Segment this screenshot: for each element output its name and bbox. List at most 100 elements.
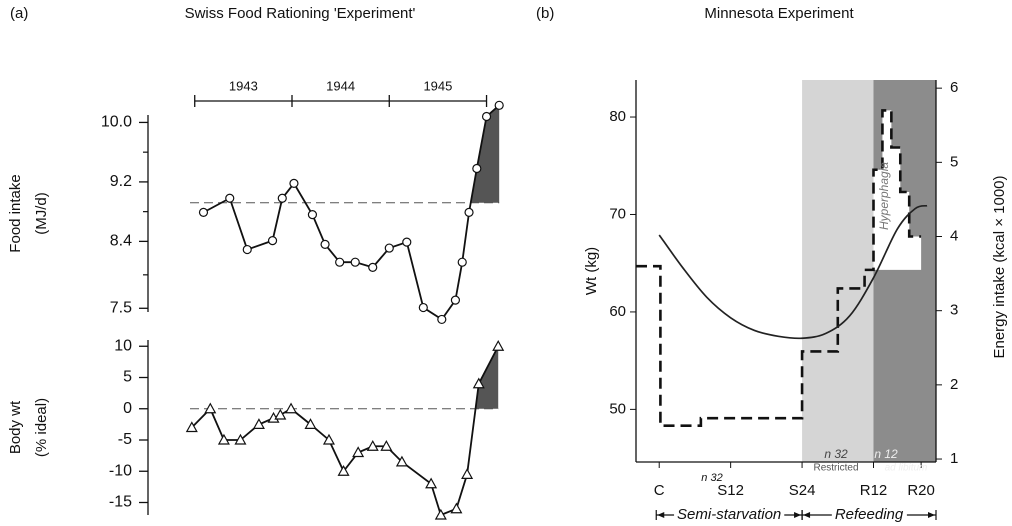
data-point <box>234 433 247 445</box>
data-point <box>217 433 230 445</box>
chart-title: Swiss Food Rationing 'Experiment' <box>185 5 416 22</box>
panel-label: (a) <box>10 5 28 22</box>
y2-tick-label: 1 <box>950 450 958 467</box>
data-point <box>425 477 438 489</box>
annotations: n 32 n 32 Restricted n 12 ad libitum Hyp… <box>701 162 927 484</box>
data-point <box>337 465 350 476</box>
phase-label: Refeeding <box>835 506 904 523</box>
data-point <box>464 207 474 217</box>
x-tick-label: C <box>654 482 665 499</box>
annotation: n 32 <box>824 447 848 461</box>
data-point <box>402 237 412 247</box>
year-label: 1943 <box>229 78 258 93</box>
data-point <box>457 257 467 267</box>
data-point <box>274 408 287 420</box>
annotation: n 32 <box>701 472 722 484</box>
data-point <box>304 418 317 429</box>
y-tick-label: -10 <box>109 462 132 479</box>
x-tick-label: R12 <box>860 482 888 499</box>
y-tick-label: 10 <box>114 337 132 354</box>
phase-label-bg <box>674 505 785 523</box>
y2-tick-label: 5 <box>950 153 958 170</box>
data-point <box>350 257 360 267</box>
y-tick-label: 5 <box>123 369 132 386</box>
y2-tick-label: 4 <box>950 227 958 244</box>
y2-tick-label: 2 <box>950 376 958 393</box>
y2-tick-label: 6 <box>950 79 958 96</box>
plots: 7.5 8.4 9.2 10.0 Food intake (MJ/d) 1943 1944 19… <box>7 78 1008 523</box>
data-line <box>203 104 500 321</box>
phase-arrow <box>803 512 811 518</box>
data-point <box>185 421 198 433</box>
y-tick-label: 80 <box>609 108 626 125</box>
phase-arrow <box>794 512 802 518</box>
data-point <box>352 446 365 458</box>
phase-label-bg <box>831 505 907 523</box>
data-point <box>335 257 345 267</box>
y-axis-title: Wt (kg) <box>583 247 600 295</box>
y-tick-label: 8.4 <box>110 233 132 250</box>
y-tick-label: 10.0 <box>101 114 132 131</box>
x-tick-label: S24 <box>789 482 816 499</box>
data-point <box>481 111 492 122</box>
data-point <box>267 236 278 246</box>
y-tick-label: -15 <box>109 494 132 511</box>
y-tick-label: 60 <box>609 303 626 320</box>
data-point <box>242 244 252 255</box>
y2-tick-label: 3 <box>950 302 958 319</box>
annotation: Restricted <box>813 463 858 474</box>
annotation: ad libitum <box>885 463 928 474</box>
y-axis-title: Food intake <box>7 174 24 252</box>
panel-label: (b) <box>536 5 554 22</box>
data-point <box>225 193 235 203</box>
data-point <box>492 340 505 351</box>
y-tick-label: 0 <box>123 400 132 417</box>
data-line <box>191 345 500 517</box>
x-tick-label: R20 <box>907 482 935 499</box>
data-point <box>320 239 330 249</box>
data-point <box>285 402 298 414</box>
phase-label: Semi-starvation <box>677 506 781 523</box>
weight-curve <box>658 204 928 340</box>
x-tick-label: S12 <box>717 482 744 499</box>
phase-arrow <box>928 512 935 518</box>
excess-area <box>475 346 499 409</box>
data-point <box>384 243 394 253</box>
data-point <box>461 468 474 479</box>
data-point <box>437 314 447 325</box>
annotation: Hyperphagia <box>877 162 891 230</box>
data-point <box>450 502 463 514</box>
data-point <box>368 262 378 272</box>
data-point <box>434 508 447 520</box>
intake-step-line <box>636 109 922 427</box>
data-point <box>204 402 217 414</box>
data-point <box>418 302 428 313</box>
y-tick-label: 7.5 <box>110 300 132 317</box>
annotation: n 12 <box>874 447 898 461</box>
data-point <box>322 433 335 445</box>
y-tick-label: -5 <box>118 431 132 448</box>
year-label: 1945 <box>423 78 452 93</box>
data-point <box>307 210 318 220</box>
data-point <box>289 178 299 188</box>
y-tick-label: 70 <box>609 205 626 222</box>
y-tick-label: 9.2 <box>110 173 132 190</box>
data-point <box>252 418 265 429</box>
data-point <box>395 455 408 467</box>
data-point <box>494 100 504 110</box>
data-point <box>277 193 287 203</box>
data-point <box>380 440 393 451</box>
data-point <box>198 207 209 217</box>
year-label: 1944 <box>326 78 355 93</box>
y-axis-unit: (MJ/d) <box>33 192 50 235</box>
data-point <box>472 377 485 389</box>
y-tick-label: 50 <box>609 400 626 417</box>
data-point <box>366 440 379 451</box>
y-axis-title: Body wt <box>7 400 24 454</box>
data-point <box>450 295 461 305</box>
y2-axis-title: Energy intake (kcal × 1000) <box>991 175 1008 358</box>
chart-title: Minnesota Experiment <box>704 5 854 22</box>
data-point <box>472 163 482 174</box>
phase-arrow <box>657 512 665 518</box>
